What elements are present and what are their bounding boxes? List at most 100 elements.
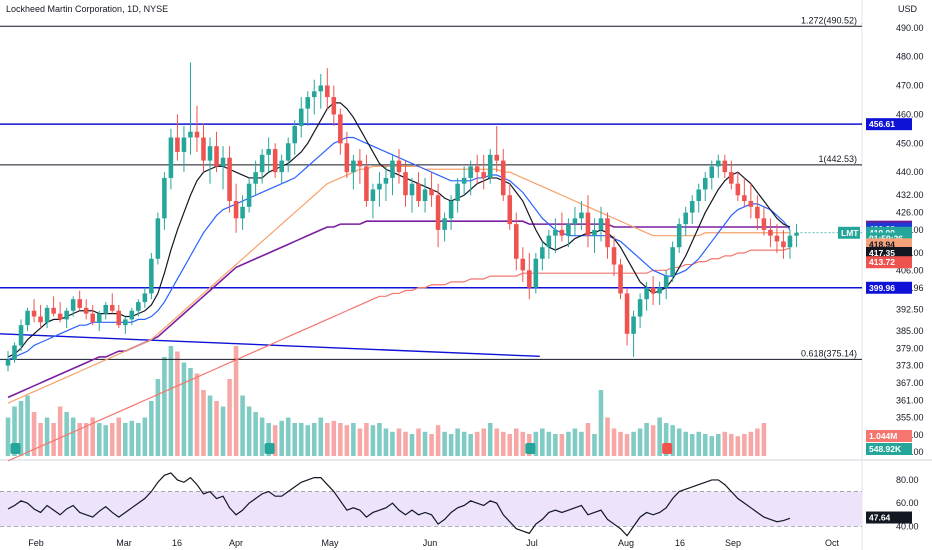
- candle-body: [546, 235, 552, 248]
- volume-bar: [155, 379, 161, 456]
- volume-bar: [325, 423, 330, 456]
- time-tick-label: Mar: [116, 538, 132, 548]
- candle-body: [559, 229, 565, 236]
- volume-bar: [116, 417, 122, 456]
- volume-bar: [598, 390, 604, 456]
- volume-bar: [507, 434, 513, 456]
- price-tick-label: 373.00: [896, 361, 924, 371]
- candle-body: [175, 137, 180, 152]
- volume-bar: [142, 417, 148, 456]
- time-tick-label: Sep: [725, 538, 741, 548]
- volume-bar: [31, 412, 37, 456]
- volume-bar: [18, 401, 24, 456]
- candle-body: [57, 313, 63, 320]
- candle-body: [637, 299, 643, 317]
- volume-bar: [77, 423, 82, 456]
- candle-body: [670, 247, 675, 277]
- rsi-line: [7, 472, 791, 537]
- chart-title: Lockheed Martin Corporation, 1D, NYSE: [6, 4, 168, 14]
- candle-body: [194, 131, 200, 138]
- candle-body: [624, 293, 630, 334]
- candle-body: [657, 287, 662, 294]
- volume-bar: [735, 436, 741, 456]
- price-tick-label: 367.00: [896, 378, 924, 388]
- candle-body: [246, 183, 252, 207]
- candle-body: [702, 177, 708, 190]
- time-axis: Feb Mar 16 Apr May Jun Jul Aug 16 Sep Oct: [28, 538, 839, 548]
- price-tick-label: 361.00: [896, 395, 924, 405]
- volume-bar: [579, 431, 584, 456]
- price-tag: 413.72: [869, 257, 895, 267]
- volume-bar: [566, 431, 571, 456]
- candle-body: [520, 258, 526, 271]
- rsi-tick-label: 60.00: [896, 498, 919, 508]
- time-tick-label: Jul: [526, 538, 538, 548]
- rsi-pane[interactable]: [0, 472, 862, 537]
- candle-body: [253, 172, 258, 184]
- volume-bar: [429, 434, 434, 456]
- candle-body: [774, 235, 780, 242]
- candle-body: [123, 319, 128, 326]
- candle-body: [448, 201, 454, 219]
- candle-body: [579, 212, 584, 219]
- price-tick-label: 355.00: [896, 413, 924, 423]
- volume-bar: [585, 423, 591, 456]
- ma-red-line: [7, 247, 791, 462]
- volume-bar: [396, 428, 402, 456]
- volume-bar: [227, 379, 232, 456]
- candle-body: [650, 287, 656, 294]
- candle-body: [331, 97, 337, 115]
- volume-bar: [422, 431, 428, 456]
- volume-bar: [670, 425, 675, 456]
- volume-bar: [292, 423, 298, 456]
- fib-level-label: 1(442.53): [818, 154, 857, 164]
- volume-bar: [403, 431, 408, 456]
- volume-bar: [605, 417, 610, 456]
- volume-bar: [533, 431, 539, 456]
- candle-body: [357, 160, 363, 167]
- candle-body: [553, 229, 558, 236]
- volume-bar: [344, 425, 350, 456]
- candle-body: [768, 229, 773, 236]
- volume-bar: [38, 423, 43, 456]
- volume-bar: [83, 423, 89, 456]
- candle-body: [383, 177, 389, 184]
- candle-body: [364, 166, 369, 202]
- candle-body: [396, 160, 402, 173]
- ticker-tag: LMT: [841, 228, 859, 238]
- candle-body: [18, 325, 24, 346]
- volume-bar: [755, 428, 760, 456]
- candle-body: [390, 160, 395, 178]
- volume-bar: [214, 401, 219, 456]
- candle-body: [611, 247, 617, 265]
- candle-body: [64, 310, 69, 320]
- candle-body: [494, 154, 500, 161]
- volume-bar: [761, 423, 767, 456]
- candle-body: [527, 270, 532, 288]
- volume-bar: [64, 412, 69, 456]
- volume-tag: 1.044M: [869, 431, 897, 441]
- candle-body: [455, 183, 460, 202]
- candle-body: [689, 201, 695, 213]
- candle-body: [618, 264, 623, 294]
- candle-body: [735, 183, 741, 196]
- volume-bar: [246, 406, 252, 456]
- volume-bar: [748, 431, 754, 456]
- volume-bar: [207, 395, 213, 456]
- volume-bar: [637, 428, 643, 456]
- candle-body: [292, 125, 298, 144]
- candle-body: [259, 154, 265, 173]
- volume-bar: [742, 434, 747, 456]
- candle-body: [38, 316, 43, 323]
- candle-body: [240, 206, 245, 219]
- volume-bar: [716, 434, 721, 456]
- candle-body: [507, 195, 513, 225]
- volume-bar: [448, 434, 454, 456]
- candle-body: [298, 108, 304, 126]
- volume-bar: [370, 425, 376, 456]
- volume-bar: [44, 417, 50, 456]
- volume-bar: [722, 431, 728, 456]
- earnings-marker: [662, 443, 673, 454]
